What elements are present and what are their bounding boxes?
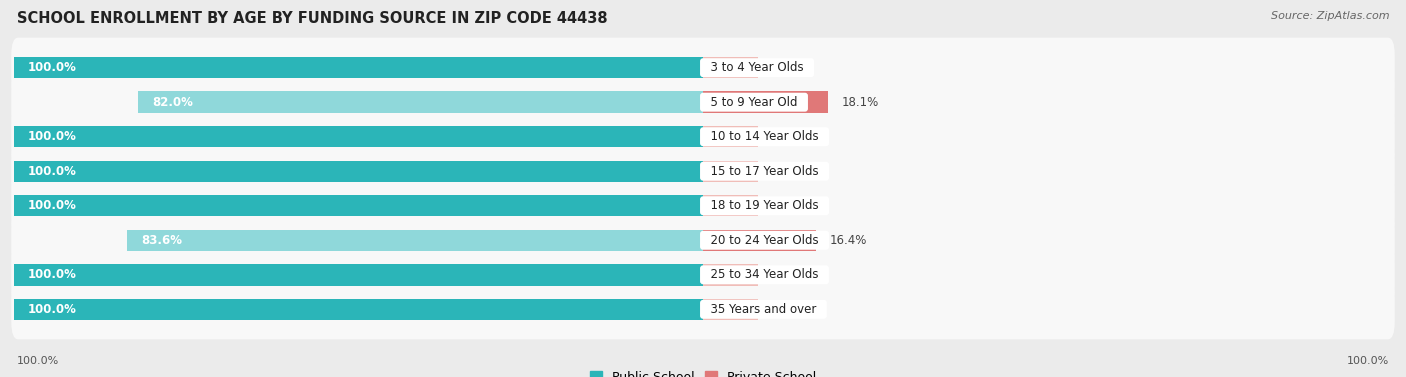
Bar (703, 195, 758, 216)
Text: 0.0%: 0.0% (772, 130, 801, 143)
Bar (14, 161, 703, 182)
Text: 100.0%: 100.0% (28, 130, 77, 143)
Text: 100.0%: 100.0% (28, 268, 77, 281)
Bar (14, 126, 703, 147)
Bar (703, 299, 758, 320)
FancyBboxPatch shape (11, 107, 1395, 167)
Text: 10 to 14 Year Olds: 10 to 14 Year Olds (703, 130, 827, 143)
Text: 5 to 9 Year Old: 5 to 9 Year Old (703, 96, 806, 109)
Text: 20 to 24 Year Olds: 20 to 24 Year Olds (703, 234, 827, 247)
Bar (703, 161, 758, 182)
Bar (703, 126, 758, 147)
FancyBboxPatch shape (11, 176, 1395, 236)
Text: 3 to 4 Year Olds: 3 to 4 Year Olds (703, 61, 811, 74)
Text: 100.0%: 100.0% (28, 61, 77, 74)
Text: 100.0%: 100.0% (17, 356, 59, 366)
Bar (127, 230, 703, 251)
Bar (14, 299, 703, 320)
Text: 0.0%: 0.0% (772, 165, 801, 178)
FancyBboxPatch shape (11, 38, 1395, 98)
Bar (703, 92, 828, 113)
Legend: Public School, Private School: Public School, Private School (585, 366, 821, 377)
Text: 35 Years and over: 35 Years and over (703, 303, 824, 316)
Bar (703, 264, 758, 285)
Bar (703, 57, 758, 78)
FancyBboxPatch shape (11, 245, 1395, 305)
Text: 18.1%: 18.1% (841, 96, 879, 109)
FancyBboxPatch shape (11, 141, 1395, 201)
Text: 25 to 34 Year Olds: 25 to 34 Year Olds (703, 268, 825, 281)
Text: 100.0%: 100.0% (28, 303, 77, 316)
Text: 100.0%: 100.0% (1347, 356, 1389, 366)
Text: 0.0%: 0.0% (772, 199, 801, 212)
Text: Source: ZipAtlas.com: Source: ZipAtlas.com (1271, 11, 1389, 21)
Text: 0.0%: 0.0% (772, 303, 801, 316)
Text: 83.6%: 83.6% (141, 234, 181, 247)
Text: 0.0%: 0.0% (772, 268, 801, 281)
Text: 100.0%: 100.0% (28, 199, 77, 212)
FancyBboxPatch shape (11, 72, 1395, 132)
Text: 0.0%: 0.0% (772, 61, 801, 74)
Bar (14, 195, 703, 216)
Text: 100.0%: 100.0% (28, 165, 77, 178)
Text: 15 to 17 Year Olds: 15 to 17 Year Olds (703, 165, 827, 178)
Bar (14, 57, 703, 78)
Text: 16.4%: 16.4% (830, 234, 868, 247)
FancyBboxPatch shape (11, 279, 1395, 339)
Bar (703, 230, 815, 251)
FancyBboxPatch shape (11, 210, 1395, 270)
Bar (14, 264, 703, 285)
Bar (138, 92, 703, 113)
Text: 82.0%: 82.0% (152, 96, 193, 109)
Text: SCHOOL ENROLLMENT BY AGE BY FUNDING SOURCE IN ZIP CODE 44438: SCHOOL ENROLLMENT BY AGE BY FUNDING SOUR… (17, 11, 607, 26)
Text: 18 to 19 Year Olds: 18 to 19 Year Olds (703, 199, 827, 212)
